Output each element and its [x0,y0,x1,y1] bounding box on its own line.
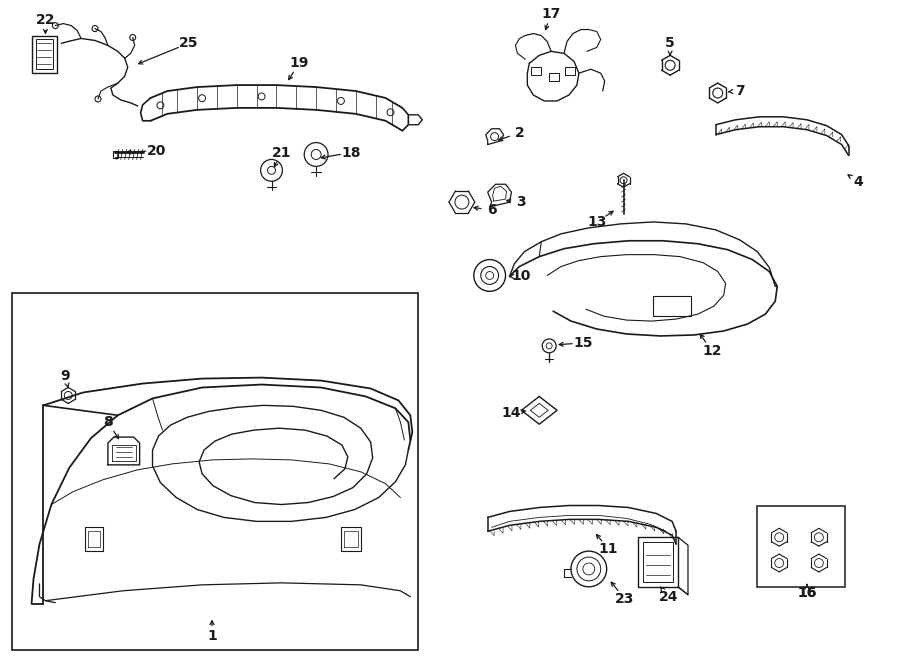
Bar [32,36,58,73]
Bar [644,542,673,582]
Bar [12,293,418,650]
Bar [112,151,118,159]
Bar [531,67,541,75]
Bar [35,40,53,69]
Text: 4: 4 [854,175,863,189]
Text: 5: 5 [665,36,675,50]
Text: 14: 14 [501,407,521,420]
Text: 23: 23 [615,592,634,605]
Text: 3: 3 [517,195,526,209]
Text: 10: 10 [512,270,531,284]
Text: 25: 25 [178,36,198,50]
Text: 22: 22 [36,13,55,26]
Text: 1: 1 [207,629,217,643]
Text: 18: 18 [341,145,361,159]
Bar [758,506,845,587]
Bar [565,67,575,75]
Text: 21: 21 [272,145,292,159]
Text: 9: 9 [60,369,70,383]
Text: 6: 6 [487,203,497,217]
Bar [653,296,691,316]
Text: 13: 13 [587,215,607,229]
Text: 19: 19 [290,56,309,70]
Text: 16: 16 [797,586,816,600]
Text: 20: 20 [147,143,166,157]
Bar [549,73,559,81]
Text: 8: 8 [103,415,112,429]
Text: 11: 11 [598,542,618,556]
Text: 2: 2 [515,126,525,139]
Text: 12: 12 [702,344,722,358]
Text: 7: 7 [734,84,744,98]
Text: 24: 24 [659,590,678,603]
Bar [638,537,678,587]
Text: 17: 17 [542,7,561,20]
Text: 15: 15 [573,336,592,350]
Text: 16: 16 [797,586,816,600]
